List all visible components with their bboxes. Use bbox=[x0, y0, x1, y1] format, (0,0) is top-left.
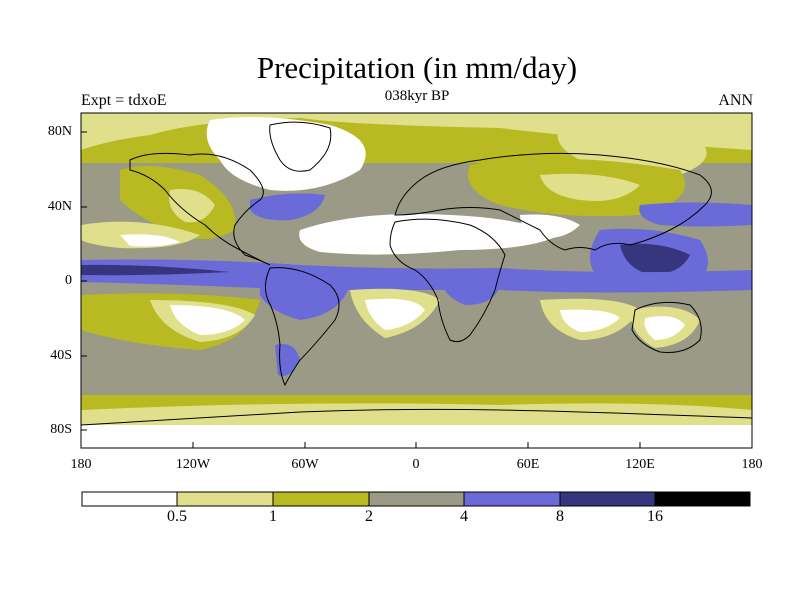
ytick-label: 40S bbox=[50, 348, 72, 363]
colorbar-frame bbox=[81, 491, 751, 507]
experiment-label: Expt = tdxoE bbox=[81, 92, 167, 109]
colorbar-swatch bbox=[560, 492, 655, 506]
australia-core bbox=[644, 316, 685, 340]
itcz-band bbox=[81, 259, 752, 293]
colorbar bbox=[81, 491, 751, 507]
xtick-label: 180 bbox=[741, 457, 763, 472]
colorbar-swatch bbox=[464, 492, 560, 506]
ytick-label: 40N bbox=[47, 199, 72, 214]
coast-australia bbox=[631, 301, 702, 353]
xtick-label: 180 bbox=[70, 457, 92, 472]
sa-subtropic-dry bbox=[365, 298, 425, 330]
subtropic-white-n bbox=[120, 234, 180, 247]
xtick-label: 0 bbox=[412, 457, 420, 472]
colorbar-label: 1 bbox=[269, 508, 277, 525]
antarctica-dry bbox=[81, 425, 752, 448]
gulf-stream-wet bbox=[250, 193, 325, 221]
xtick-label: 60E bbox=[516, 457, 540, 472]
greenland-dry bbox=[206, 116, 366, 191]
amazon-wet bbox=[260, 273, 350, 320]
sp-subtropic-dry bbox=[170, 305, 245, 335]
coast-north-america bbox=[129, 152, 271, 266]
ytick-label: 80N bbox=[47, 124, 72, 139]
sahara-dry bbox=[299, 214, 560, 255]
colorbar-label: 8 bbox=[556, 508, 564, 525]
maritime-continent-heavy bbox=[620, 243, 690, 275]
precip-field bbox=[81, 113, 752, 448]
colorbar-swatch bbox=[82, 492, 177, 506]
congo-wet bbox=[440, 273, 500, 305]
coast-eurasia bbox=[394, 152, 712, 251]
si-subtropic-dry bbox=[560, 309, 620, 332]
southern-pale bbox=[81, 403, 752, 428]
coast-south-america bbox=[264, 267, 340, 387]
arctic-pale bbox=[81, 113, 752, 150]
colorbar-swatch bbox=[273, 492, 369, 506]
season-label: ANN bbox=[718, 92, 753, 109]
xtick-label: 120W bbox=[175, 457, 211, 472]
tick-marks bbox=[81, 131, 641, 448]
patagonia-wet bbox=[275, 344, 300, 376]
colorbar-label: 16 bbox=[647, 508, 663, 525]
itcz-core bbox=[81, 264, 230, 276]
coast-greenland bbox=[269, 121, 332, 172]
map-title: Precipitation (in mm/day) bbox=[256, 50, 578, 85]
xtick-label: 120E bbox=[625, 457, 655, 472]
coast-africa bbox=[389, 218, 506, 343]
asia-pale bbox=[540, 173, 640, 201]
colorbar-label: 4 bbox=[460, 508, 468, 525]
colorbar-swatch bbox=[177, 492, 273, 506]
coast-antarctica bbox=[81, 408, 752, 426]
colorbar-label: 0.5 bbox=[167, 508, 187, 525]
na-pale bbox=[169, 189, 215, 223]
period-label: 038kyr BP bbox=[384, 88, 450, 104]
ytick-label: 80S bbox=[50, 422, 72, 437]
coastlines bbox=[81, 121, 752, 426]
colorbar-swatch bbox=[369, 492, 464, 506]
colorbar-label: 2 bbox=[365, 508, 373, 525]
xtick-label: 60W bbox=[291, 457, 319, 472]
colorbar-swatch bbox=[655, 492, 750, 506]
arabia-dry bbox=[520, 214, 580, 239]
kuroshio-wet bbox=[639, 202, 752, 227]
ytick-label: 0 bbox=[65, 273, 72, 288]
